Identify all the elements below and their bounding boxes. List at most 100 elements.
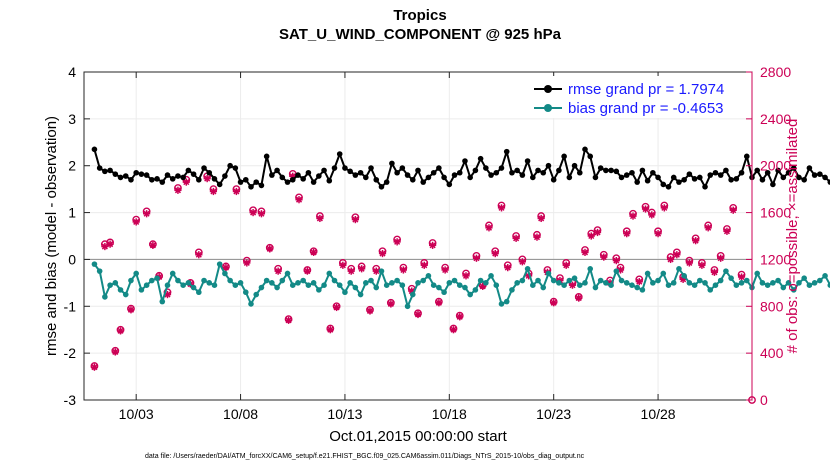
rmse-point [712, 169, 719, 176]
rmse-point [227, 162, 233, 169]
obs-assimilated-point [127, 306, 135, 314]
bias-point [806, 282, 813, 289]
obs-assimilated-point [116, 327, 125, 335]
obs-assimilated-point [729, 206, 737, 214]
bias-point [712, 282, 719, 289]
bias-point [697, 277, 703, 284]
bias-point [733, 282, 740, 289]
bias-point [154, 275, 160, 281]
obs-assimilated-point [491, 249, 499, 258]
bias-point [770, 280, 776, 286]
bias-point [258, 284, 265, 291]
bias-point [300, 277, 306, 284]
rmse-point [389, 160, 395, 167]
obs-assimilated-point [629, 212, 637, 220]
obs-assimilated-point [182, 178, 190, 186]
rmse-point [535, 167, 541, 174]
rmse-point [587, 153, 594, 160]
obs-assimilated-point [420, 261, 428, 269]
bias-point [331, 277, 338, 284]
bias-point [576, 282, 583, 289]
obs-assimilated-point [512, 234, 520, 242]
bias-point [660, 270, 667, 277]
obs-assimilated-point [143, 210, 151, 218]
bias-point [519, 277, 526, 284]
obs-assimilated-point [90, 363, 99, 371]
rmse-point [216, 181, 223, 188]
rmse-point [190, 171, 197, 177]
bias-point [227, 277, 233, 284]
rmse-point [232, 165, 239, 171]
rmse-point [279, 174, 286, 181]
rmse-point [399, 165, 406, 171]
rmse-point [289, 176, 296, 183]
rmse-point [759, 176, 766, 183]
bias-point [613, 268, 620, 274]
rmse-point [91, 146, 98, 153]
x-tick-label: 10/23 [536, 406, 571, 422]
bias-point [122, 291, 129, 298]
rmse-point [483, 165, 489, 171]
rmse-point [509, 169, 515, 176]
obs-assimilated-point [654, 230, 662, 238]
rmse-point [164, 172, 171, 178]
rmse-point [305, 169, 312, 176]
rmse-point [493, 169, 500, 176]
bias-point [248, 301, 254, 307]
bias-point [634, 284, 640, 291]
rmse-point [169, 176, 176, 182]
bias-point [112, 280, 119, 286]
bias-point [143, 282, 150, 289]
bias-point [587, 266, 594, 272]
bias-point [138, 287, 145, 293]
bias-point [650, 280, 656, 286]
bias-point [363, 280, 369, 286]
obs-assimilated-point [393, 238, 401, 246]
rmse-point [728, 176, 734, 183]
bias-point [269, 280, 275, 286]
rmse-point [263, 153, 270, 160]
bias-point [467, 291, 473, 298]
rmse-point [242, 176, 249, 183]
rmse-point [159, 179, 166, 185]
rmse-point [686, 171, 693, 177]
obs-assimilated-point [399, 266, 407, 274]
obs-assimilated-point [593, 228, 602, 237]
y-axis-label-right: # of obs: o=possible; ×=assimilated [784, 119, 801, 354]
obs-assimilated-point [685, 259, 693, 267]
obs-assimilated-point [295, 196, 303, 204]
x-axis-label: Oct.01,2015 00:00:00 start [329, 428, 507, 445]
bias-point [691, 282, 698, 289]
rmse-point [644, 177, 651, 184]
rmse-point [503, 148, 510, 155]
obs-assimilated-point [257, 210, 266, 218]
bias-point [415, 280, 421, 286]
rmse-point [613, 168, 620, 175]
bias-point [295, 280, 301, 286]
rmse-point [618, 174, 625, 181]
rmse-point [576, 169, 583, 176]
rmse-point [206, 169, 213, 176]
obs-layer [90, 170, 756, 404]
rmse-point [258, 182, 265, 189]
obs-assimilated-point [533, 233, 541, 241]
bias-point [316, 287, 322, 293]
bias-point [493, 282, 500, 289]
bias-point [196, 289, 202, 296]
bias-point [232, 282, 239, 289]
y-tick-label-right: 0 [760, 392, 768, 408]
bias-point [676, 266, 682, 272]
bias-point [738, 280, 745, 286]
bias-point [389, 280, 395, 286]
obs-assimilated-point [497, 204, 506, 212]
bias-point [96, 268, 103, 274]
bias-point [472, 287, 479, 293]
legend-box [528, 76, 748, 118]
bias-point [754, 270, 761, 277]
bias-point [681, 273, 687, 279]
bias-point [326, 270, 333, 277]
obs-assimilated-point [641, 205, 650, 213]
rmse-point [592, 174, 599, 181]
bias-point [665, 282, 672, 289]
